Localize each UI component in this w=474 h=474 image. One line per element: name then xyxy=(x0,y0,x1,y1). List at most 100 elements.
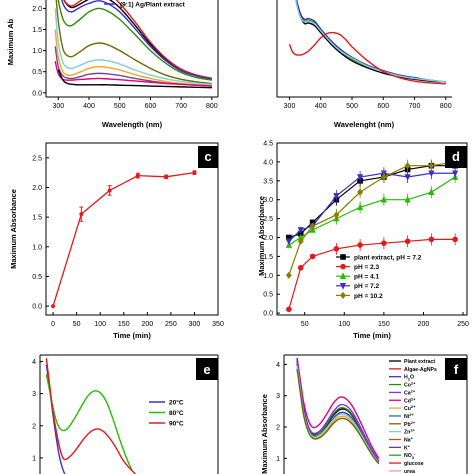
panel-d-series-1-point xyxy=(428,236,435,243)
panel-b-curves xyxy=(288,0,446,85)
panel-c-y-tick-label: 2.0 xyxy=(32,185,42,192)
panel-f-legend-label: Ca2+ xyxy=(404,388,416,396)
panel-c-curves xyxy=(51,170,197,309)
panel-e-tag-box xyxy=(196,358,218,380)
panel-f-legend-label: Cd2+ xyxy=(404,396,416,404)
panel-f-legend-text: K xyxy=(404,445,408,451)
panel-c-y-tick-label: 1.0 xyxy=(32,244,42,251)
panel-c-y-tick-label: 1.5 xyxy=(32,215,42,222)
panel-f-legend-sup: - xyxy=(414,451,416,456)
panel-d-x-label: Time (min) xyxy=(353,331,391,340)
panel-d-frame xyxy=(276,142,468,316)
panel-d-series-1-point xyxy=(309,253,316,260)
panel-b-x-tick-label: 800 xyxy=(440,103,452,110)
panel-a-y-tick-label: 1.0 xyxy=(32,48,42,55)
panel-f-legend-label: Na+ xyxy=(404,436,414,444)
panel-d-series-2-point xyxy=(380,195,387,203)
panel-f-legend-sup: 2+ xyxy=(411,381,416,386)
panel-e-legend-label: 20°C xyxy=(169,399,184,407)
panel-f-legend-sub: 2 xyxy=(408,376,411,381)
panel-d-series-3-point xyxy=(452,170,459,178)
panel-d-y-tick-label: 2.0 xyxy=(263,235,273,242)
panel-f-legend-label: Co2+ xyxy=(404,381,416,389)
panel-c-point xyxy=(107,188,112,193)
panel-d-series-3-point xyxy=(333,193,340,200)
panel-a-series-0 xyxy=(63,0,213,80)
panel-b-x-tick-label: 300 xyxy=(284,103,296,110)
panel-c-x-tick-label: 0 xyxy=(51,321,55,328)
panel-f-legend-label: Plant extract xyxy=(404,359,435,365)
panel-f-legend-text: Plant extract xyxy=(404,359,435,365)
panel-a-y-tick-label: 2.0 xyxy=(32,6,42,13)
panel-f-legend-text: Cd xyxy=(404,398,411,404)
panel-d-series-1-point xyxy=(333,246,340,252)
panel-f-legend-sup: 2+ xyxy=(410,428,415,433)
panel-f-legend-label: H2O xyxy=(404,375,414,382)
panel-c-x-tick-label: 250 xyxy=(165,321,177,328)
panel-c-x-tick-label: 50 xyxy=(73,321,81,328)
panel-f-legend-sup: 2+ xyxy=(411,388,416,393)
panel-c-ticks: 0 50 100 150 200 250 300 350 0.0 0.5 1.0 1.5 2.0 2.5 xyxy=(32,155,224,328)
panel-e-legend-label: 80°C xyxy=(169,409,184,417)
panel-a-series-2 xyxy=(61,0,213,80)
panel-a-x-tick-label: 800 xyxy=(206,103,218,110)
panel-e-series-1 xyxy=(45,374,133,472)
panel-f-legend-label: urea xyxy=(404,469,415,474)
panel-d-series-3-point xyxy=(297,227,304,234)
panel-c-point xyxy=(135,173,140,178)
panel-a-y-tick-label: 1.5 xyxy=(32,27,42,34)
panel-d-legend: plant extract, pH = 7.2 pH = 2.3 pH = 4.1 p… xyxy=(336,254,422,300)
panel-f-legend-text: NO xyxy=(404,453,412,459)
panel-d-x-tick-label: 200 xyxy=(418,321,430,328)
panel-c-y-label: Maximum Absorbance xyxy=(9,189,18,269)
panel-a-series-6 xyxy=(54,29,212,87)
panel-d-legend-marker xyxy=(340,263,346,270)
panel-d-series-1-point xyxy=(297,264,304,271)
panel-c-frame xyxy=(45,142,219,316)
panel-d-series-1-point xyxy=(381,240,387,246)
panel-f-legend-text: H xyxy=(404,375,408,381)
panel-c-x-tick-label: 350 xyxy=(212,321,224,328)
panel-f-tag: f xyxy=(454,362,459,377)
panel-a-series-9 xyxy=(57,69,212,89)
panel-f-y-label: Maximum Absorbance xyxy=(260,394,269,474)
panel-a-series-5 xyxy=(54,8,212,86)
panel-f-legend-label: K+ xyxy=(404,443,411,451)
panel-a-series-1 xyxy=(63,0,213,80)
panel-d-curves xyxy=(285,155,459,313)
panel-d-legend-label: pH = 2.3 xyxy=(354,264,379,271)
panel-a-series-8 xyxy=(54,60,212,87)
panel-f-y-tick-label: 4 xyxy=(276,362,280,369)
panel-d-y-tick-label: 1.0 xyxy=(263,273,273,280)
panel-c-point xyxy=(192,170,197,175)
panel-f-legend-label: glucose xyxy=(404,461,424,467)
panel-f-series-7 xyxy=(296,368,380,465)
panel-f-legend-sup: 2+ xyxy=(411,404,416,409)
panel-a-x-tick-label: 400 xyxy=(83,103,95,110)
panel-f-legend-text: Na xyxy=(404,438,411,444)
panel-a-x-tick-label: 700 xyxy=(175,103,187,110)
panel-d-x-tick-label: 150 xyxy=(378,321,390,328)
panel-b-series-2 xyxy=(295,0,446,83)
panel-a-curves xyxy=(54,0,213,89)
panel-f-curves xyxy=(296,358,380,465)
panel-b-series-1 xyxy=(295,0,446,83)
panel-d-y-tick-label: 0.0 xyxy=(263,311,273,318)
panel-f-legend-sub: 3 xyxy=(412,455,415,460)
panel-c-point xyxy=(51,304,56,309)
panel-f: 1 2 3 4 f Maximum Absorbance Plant extract A… xyxy=(260,354,468,474)
panel-b-x-tick-label: 600 xyxy=(377,103,389,110)
panel-c-point xyxy=(164,174,169,179)
panel-c-x-tick-label: 200 xyxy=(141,321,153,328)
panel-f-legend-sup: 2+ xyxy=(411,420,416,425)
panel-e-legend: 20°C 80°C 90°C xyxy=(149,399,184,428)
panel-f-legend-sup: + xyxy=(411,436,414,441)
panel-f-legend-label: Algae-AgNPs xyxy=(404,367,437,373)
panel-c: 0 50 100 150 200 250 300 3500.00.51.01.52.02.5 … xyxy=(9,142,224,340)
panel-d-legend-label: pH = 4.1 xyxy=(354,274,379,281)
panel-f-legend-sup: 2+ xyxy=(409,412,414,417)
panel-d-y-tick-label: 3.5 xyxy=(263,178,273,185)
panel-d-series-4-point xyxy=(333,211,340,219)
panel-f-legend-sup: 2+ xyxy=(411,396,416,401)
panel-b-x-tick-label: 500 xyxy=(346,103,358,110)
